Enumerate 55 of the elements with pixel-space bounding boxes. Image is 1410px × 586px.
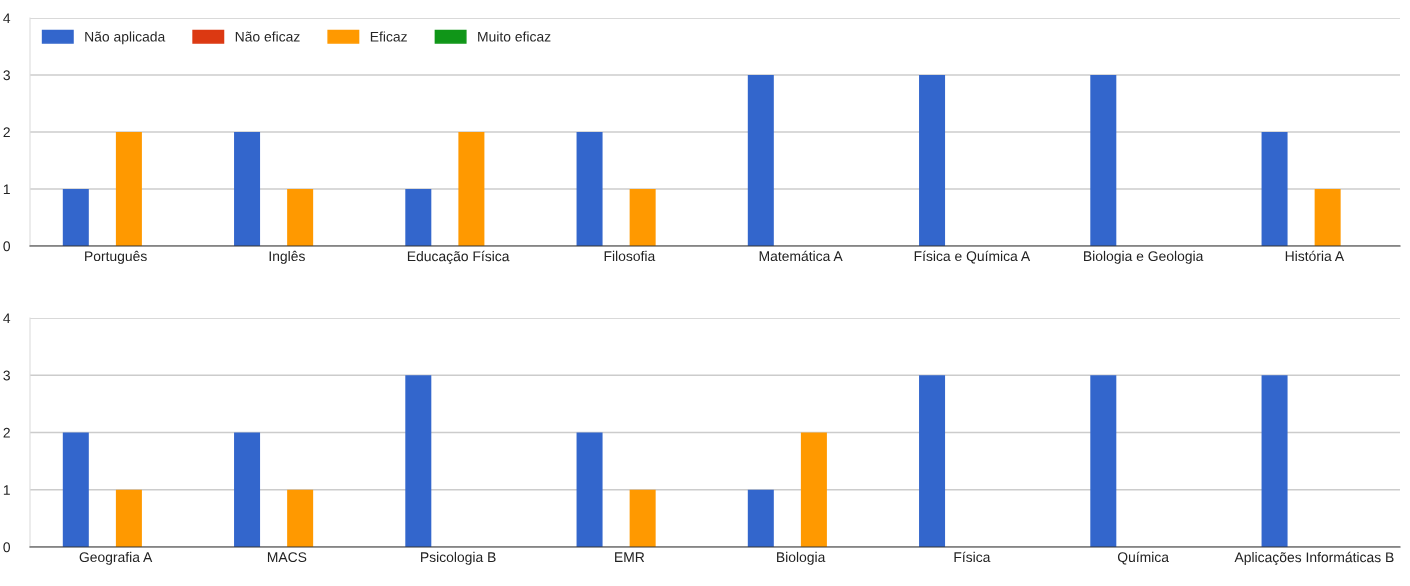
- x-tick-label: MACS: [267, 552, 307, 563]
- x-tick-label: Geografia A: [79, 551, 153, 565]
- x-tick-label: Inglês: [269, 250, 305, 264]
- bar: [1314, 189, 1341, 246]
- bar: [115, 489, 142, 547]
- bar: [287, 489, 314, 547]
- x-tick-label: Física e Química A: [914, 250, 1031, 264]
- y-tick-label: 0: [3, 542, 11, 553]
- x-tick-label: Biologia: [777, 551, 826, 565]
- y-tick-label: 0: [3, 241, 11, 252]
- bar: [405, 375, 432, 547]
- x-tick-label: Química: [1117, 551, 1169, 565]
- bar: [1090, 375, 1117, 547]
- bar: [629, 489, 656, 547]
- x-tick-label: Psicologia B: [421, 551, 496, 565]
- bar: [234, 432, 261, 547]
- x-tick-label: Biologia e Geologia: [1084, 250, 1204, 264]
- x-tick-label: História A: [1285, 250, 1345, 262]
- x-tick-label: Física: [954, 551, 991, 563]
- x-tick-label: EMR: [615, 552, 645, 562]
- y-tick-label: 1: [3, 184, 10, 195]
- bar: [919, 375, 946, 547]
- legend-label: Não eficaz: [235, 31, 300, 42]
- x-tick-label: Português: [85, 250, 147, 264]
- y-tick-label: 4: [3, 13, 11, 24]
- bar: [800, 432, 827, 547]
- bar: [115, 132, 142, 246]
- y-tick-label: 3: [3, 370, 10, 381]
- bar: [1090, 75, 1117, 246]
- bar: [747, 489, 774, 547]
- y-tick-label: 4: [3, 313, 11, 324]
- legend-label: Não aplicada: [85, 31, 166, 45]
- bar: [287, 189, 314, 246]
- bar: [919, 75, 946, 246]
- bar: [1261, 375, 1288, 547]
- bar: [747, 75, 774, 246]
- y-tick-label: 3: [3, 70, 10, 81]
- y-tick-label: 2: [3, 427, 10, 438]
- y-tick-label: 2: [3, 127, 10, 138]
- bar: [62, 189, 89, 246]
- x-tick-label: Filosofia: [604, 250, 656, 262]
- x-tick-label: Aplicações Informáticas B: [1234, 551, 1394, 566]
- y-tick-label: 1: [3, 485, 10, 495]
- legend-label: Muito eficaz: [478, 31, 551, 42]
- bar: [576, 132, 603, 246]
- x-tick-label: Matemática A: [759, 250, 843, 262]
- x-tick-label: Educação Física: [407, 250, 510, 265]
- bar: [576, 432, 603, 547]
- legend-label: Eficaz: [370, 31, 407, 42]
- bar: [234, 132, 261, 246]
- bar: [629, 189, 656, 246]
- bar: [458, 132, 485, 246]
- bar: [405, 189, 432, 246]
- bar: [62, 432, 89, 547]
- bar: [1261, 132, 1288, 246]
